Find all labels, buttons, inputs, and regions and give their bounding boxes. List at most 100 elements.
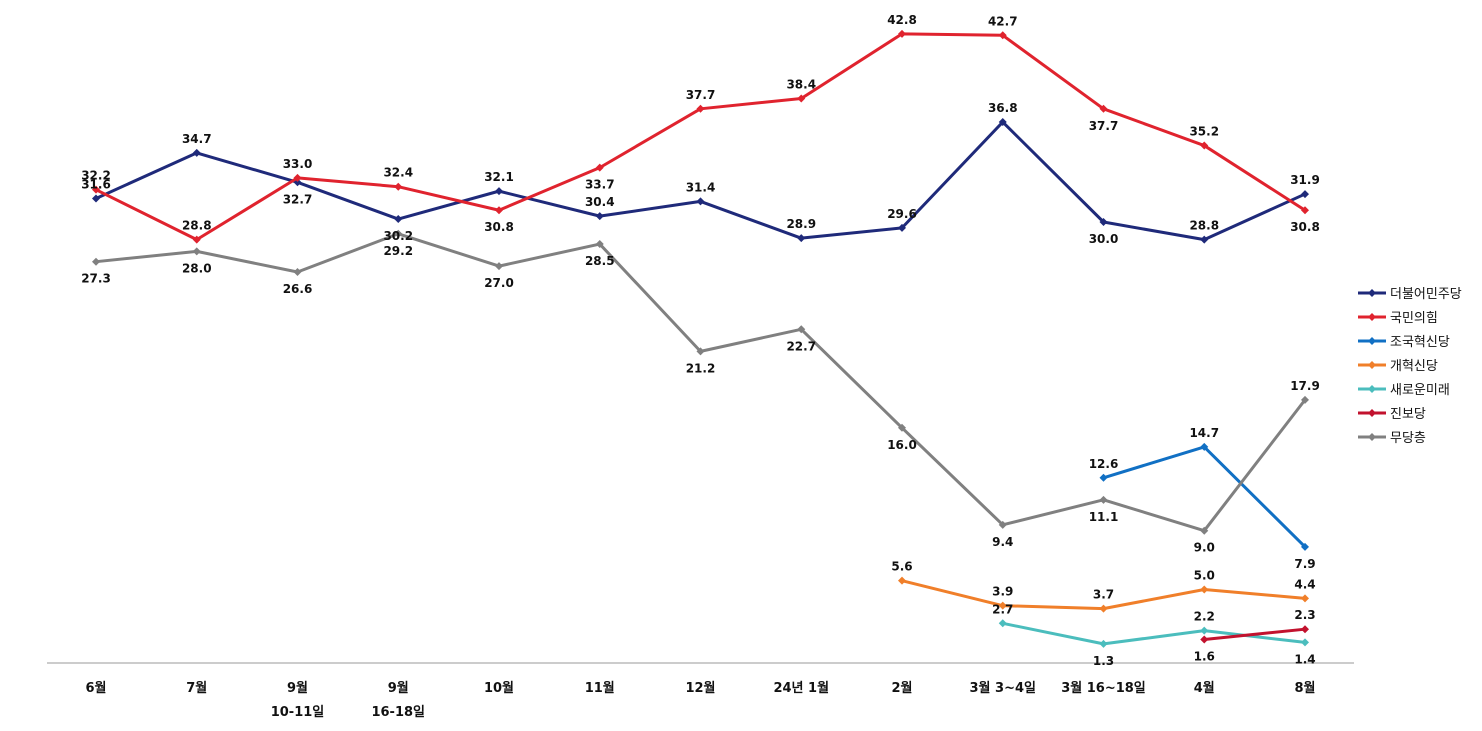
data-point <box>898 29 906 38</box>
data-point <box>495 262 503 271</box>
data-point <box>797 94 806 103</box>
data-label: 30.4 <box>585 195 615 209</box>
data-label: 2.3 <box>1294 608 1315 622</box>
data-label: 28.9 <box>786 217 816 231</box>
data-point <box>1301 594 1309 603</box>
data-label: 7.9 <box>1294 557 1315 571</box>
data-label: 27.3 <box>81 272 111 286</box>
data-label: 9.4 <box>992 535 1013 549</box>
data-point <box>1301 190 1309 199</box>
x-tick-label: 3월 16~18일 <box>1061 680 1146 696</box>
x-tick-label: 8월 <box>1294 680 1315 696</box>
legend-marker <box>1368 361 1376 369</box>
x-tick-label: 10-11일 <box>271 705 325 720</box>
data-label: 4.4 <box>1294 577 1315 591</box>
data-point <box>696 347 705 356</box>
legend-item: 국민의힘 <box>1358 311 1438 326</box>
data-point <box>998 601 1007 610</box>
data-point <box>898 423 906 432</box>
data-label: 32.4 <box>383 166 413 180</box>
data-label: 33.0 <box>283 157 313 171</box>
data-point <box>1200 442 1209 451</box>
data-label: 35.2 <box>1189 125 1219 139</box>
data-label: 12.6 <box>1089 457 1119 471</box>
data-label: 17.9 <box>1290 379 1320 393</box>
data-label: 37.7 <box>1089 119 1119 133</box>
legend-item: 더불어민주당 <box>1358 287 1462 302</box>
x-tick-label: 12월 <box>685 680 715 696</box>
legend-marker <box>1368 289 1376 297</box>
data-point <box>92 257 100 266</box>
data-point <box>797 325 806 334</box>
data-label: 34.7 <box>182 132 212 146</box>
data-point <box>192 247 201 256</box>
data-point <box>92 194 100 203</box>
data-label: 42.7 <box>988 14 1018 28</box>
x-tick-label: 7월 <box>186 680 207 696</box>
legend-label: 무당층 <box>1390 431 1426 446</box>
data-label: 31.9 <box>1290 173 1320 187</box>
data-label-layer: 31.6 34.7 32.7 30.2 32.1 30.4 31.4 28.9 29.6 36.8… <box>81 13 1320 668</box>
legend-marker <box>1368 433 1376 441</box>
data-point <box>192 148 201 157</box>
data-point <box>394 215 403 224</box>
data-label: 3.7 <box>1093 588 1114 602</box>
data-label: 9.0 <box>1194 541 1215 555</box>
data-label: 27.0 <box>484 276 514 290</box>
series-eb8d94ebb688ec96b4ebafbceca3bceb8bb9 <box>92 118 1309 244</box>
data-point <box>1200 526 1209 535</box>
data-point <box>1200 141 1209 150</box>
data-label: 30.8 <box>1290 220 1320 234</box>
legend-label: 개혁신당 <box>1390 359 1438 374</box>
x-tick-label: 24년 1월 <box>773 680 829 696</box>
data-point <box>92 185 100 194</box>
series-line <box>95 232 1307 533</box>
data-point <box>797 234 806 243</box>
data-point <box>998 118 1007 127</box>
x-tick-label: 9월 <box>287 680 308 696</box>
data-point <box>495 206 503 215</box>
data-point <box>998 520 1007 529</box>
data-label: 30.8 <box>484 220 514 234</box>
data-label: 32.1 <box>484 170 514 184</box>
data-label: 2.2 <box>1194 610 1215 624</box>
data-point <box>998 619 1007 628</box>
x-tick-label: 4월 <box>1194 680 1215 696</box>
series-eca1b0eab5aded9881ec8ba0eb8bb9 <box>1099 442 1309 551</box>
data-label: 30.2 <box>383 229 413 243</box>
data-label: 31.4 <box>686 180 716 194</box>
data-point <box>1200 626 1209 635</box>
data-point <box>998 31 1007 40</box>
data-label: 28.5 <box>585 254 615 268</box>
data-label: 31.6 <box>81 177 111 191</box>
data-label: 14.7 <box>1189 426 1219 440</box>
data-label: 26.6 <box>283 282 313 296</box>
data-point <box>1099 473 1108 482</box>
data-point <box>595 163 604 172</box>
legend-item: 진보당 <box>1358 407 1426 422</box>
data-label: 37.7 <box>686 88 716 102</box>
data-label: 28.0 <box>182 261 212 275</box>
data-label: 33.7 <box>585 178 615 192</box>
series-layer <box>92 29 1309 648</box>
x-tick-label: 9월 <box>388 680 409 696</box>
x-tick-label: 6월 <box>85 680 106 696</box>
data-label: 21.2 <box>686 361 716 375</box>
data-point <box>394 182 403 191</box>
legend-label: 국민의힘 <box>1390 311 1438 326</box>
data-label: 38.4 <box>786 78 816 92</box>
legend-item: 조국혁신당 <box>1358 335 1450 350</box>
data-label: 1.6 <box>1194 649 1215 663</box>
series-line <box>1204 627 1306 641</box>
data-point <box>293 267 302 276</box>
data-point <box>1099 639 1108 648</box>
data-point <box>495 187 503 196</box>
data-label: 28.8 <box>1189 219 1219 233</box>
data-point <box>1099 218 1108 226</box>
data-point <box>1301 638 1309 647</box>
data-point <box>696 104 705 113</box>
data-point <box>1099 604 1108 613</box>
legend-marker <box>1368 409 1376 417</box>
legend-marker <box>1368 385 1376 393</box>
